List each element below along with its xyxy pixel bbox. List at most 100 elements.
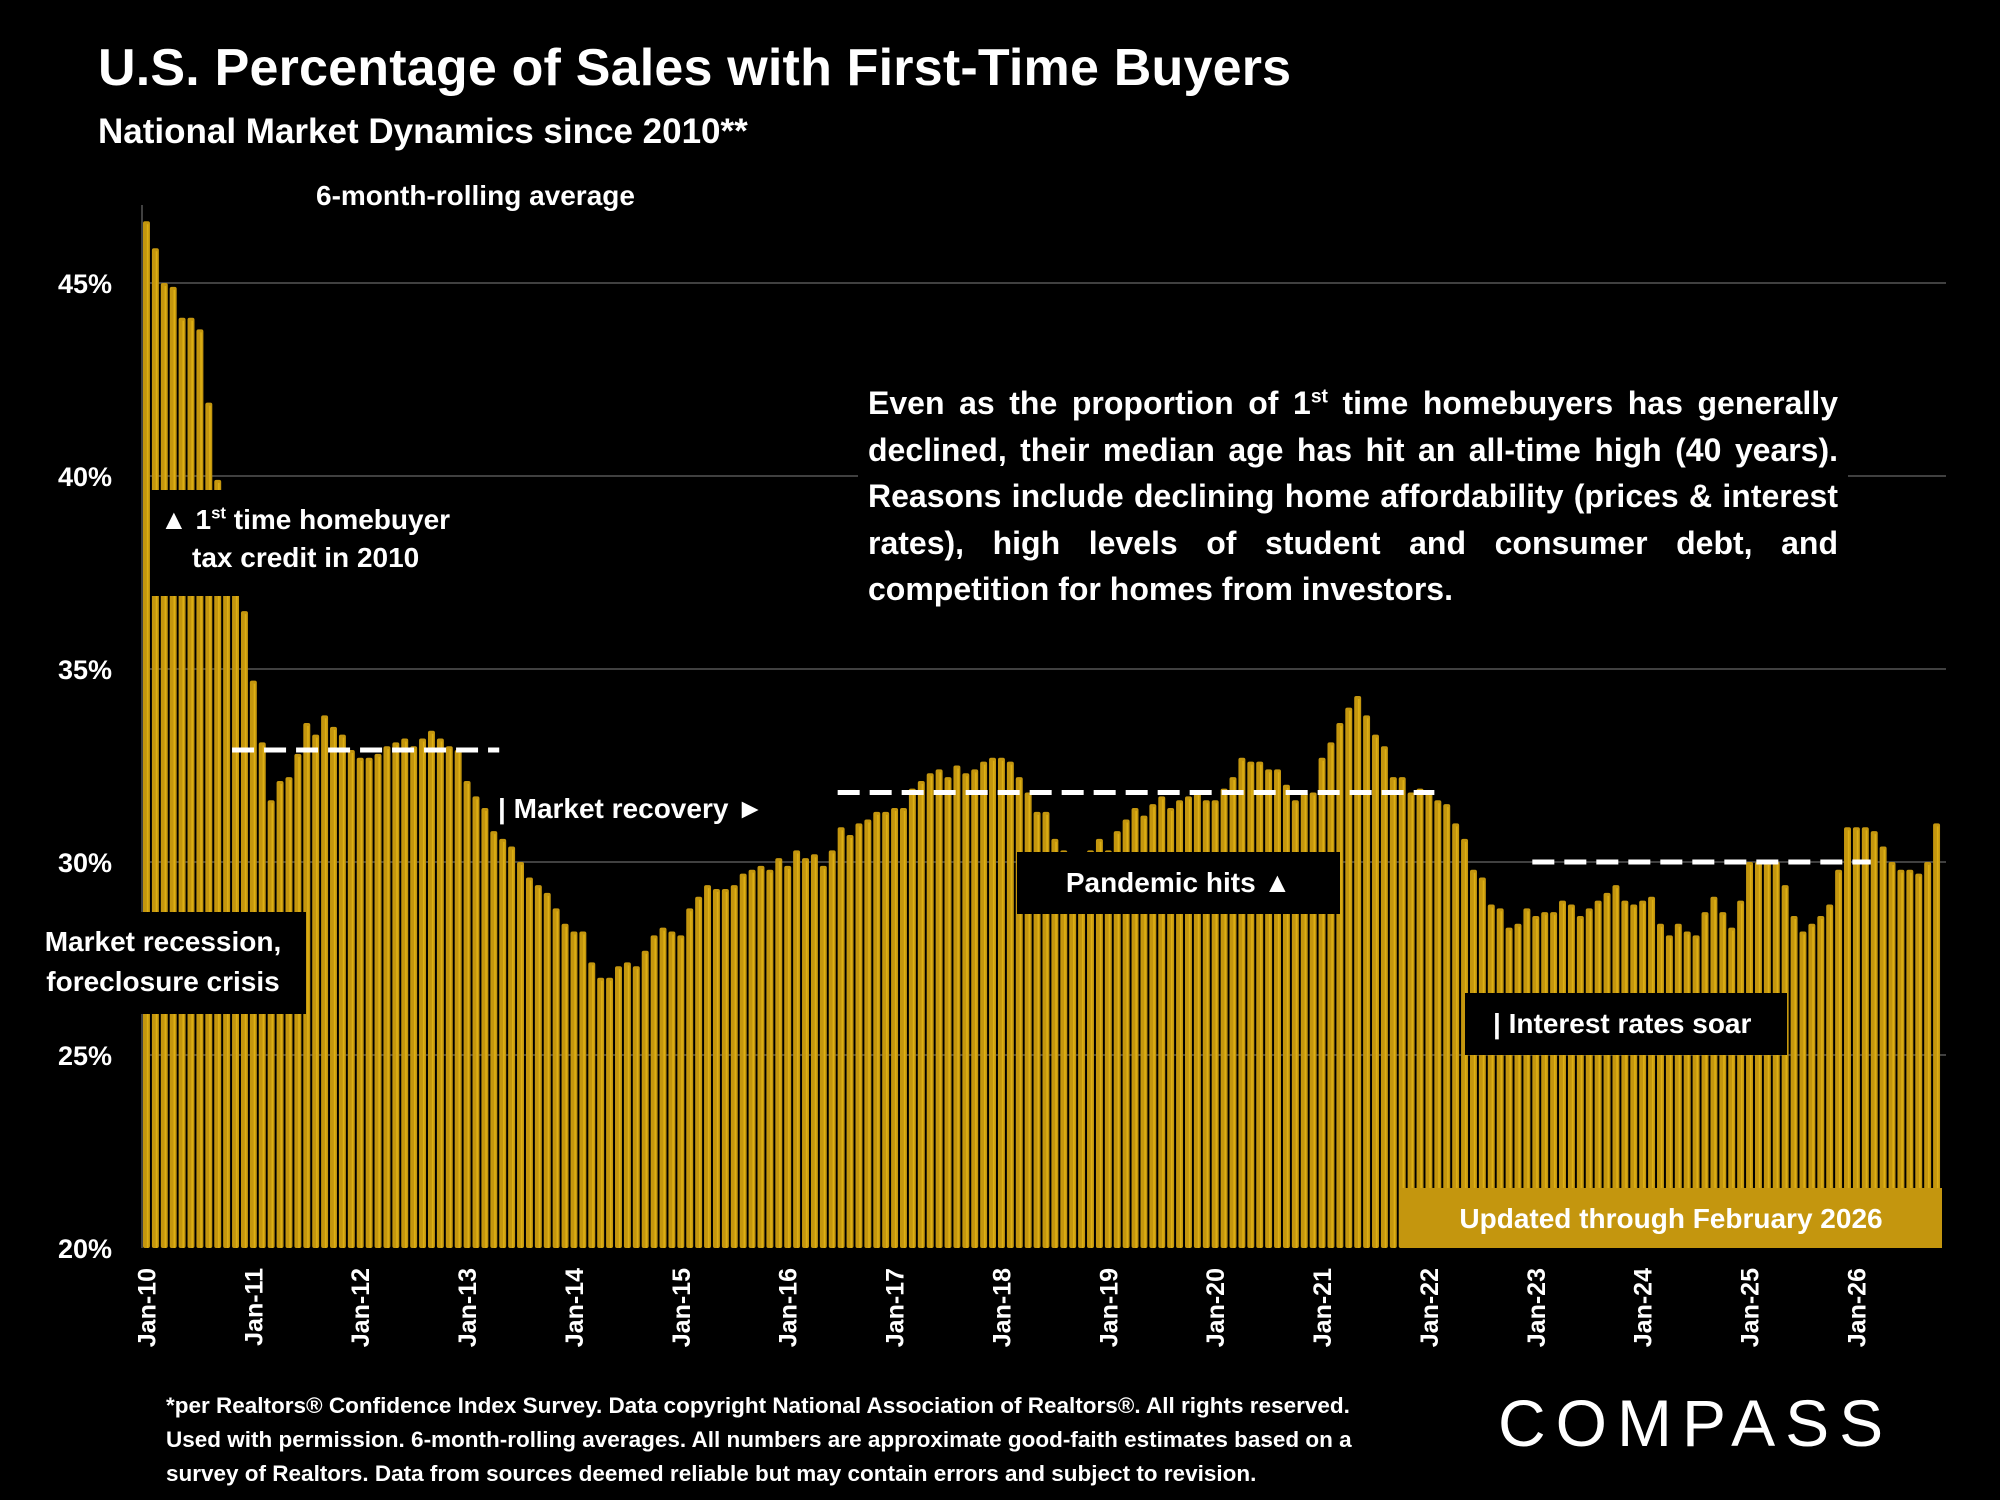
bar-highlight: [1616, 888, 1618, 1248]
bar-highlight: [1749, 865, 1752, 1248]
bar-highlight: [1304, 795, 1307, 1248]
bar-highlight: [1171, 810, 1173, 1248]
bar-highlight: [1197, 795, 1200, 1248]
bar-highlight: [218, 482, 220, 1248]
bar-highlight: [1660, 926, 1663, 1248]
bar-highlight: [1838, 872, 1841, 1248]
bar-highlight: [1732, 930, 1734, 1248]
bar-highlight: [520, 865, 523, 1248]
bar-highlight: [939, 772, 942, 1248]
bar-highlight: [779, 861, 781, 1248]
footnote-line2: Used with permission. 6-month-rolling av…: [166, 1427, 1352, 1452]
bar-highlight: [1384, 749, 1387, 1248]
bar: [846, 834, 854, 1248]
bar: [1265, 769, 1273, 1248]
bar-highlight: [1500, 911, 1503, 1248]
bar: [374, 753, 382, 1248]
bar-highlight: [316, 737, 318, 1248]
bar-highlight: [342, 737, 345, 1248]
bar: [445, 746, 453, 1248]
bar-highlight: [814, 857, 817, 1248]
bar-highlight: [636, 969, 639, 1248]
commentary-note: Even as the proportion of 1st time homeb…: [858, 380, 1848, 613]
bar: [650, 935, 658, 1248]
bar-highlight: [725, 892, 728, 1248]
bar: [356, 757, 364, 1248]
bar-highlight: [1936, 826, 1939, 1248]
bar-highlight: [654, 938, 657, 1248]
bar-highlight: [333, 729, 336, 1248]
bar: [757, 865, 765, 1248]
bar: [1434, 800, 1442, 1248]
y-tick-label: 25%: [58, 1041, 112, 1071]
bars: [143, 221, 1941, 1249]
bar-highlight: [841, 830, 844, 1248]
bar: [1354, 696, 1362, 1248]
bar-highlight: [538, 888, 541, 1248]
bar: [784, 865, 792, 1248]
y-tick-label: 45%: [58, 269, 112, 299]
bar-highlight: [1865, 830, 1868, 1248]
bar: [730, 885, 738, 1248]
bar-highlight: [645, 953, 648, 1248]
bar-highlight: [164, 286, 167, 1248]
bar: [686, 908, 694, 1248]
bar-highlight: [565, 926, 567, 1248]
bar-highlight: [1803, 934, 1805, 1248]
bar: [632, 966, 640, 1248]
bar-highlight: [957, 768, 959, 1248]
bar-highlight: [681, 938, 683, 1248]
bar-highlight: [1669, 938, 1672, 1248]
bar-highlight: [1527, 911, 1529, 1248]
bar-highlight: [1847, 830, 1850, 1248]
bar-highlight: [877, 814, 879, 1248]
bar: [196, 329, 204, 1248]
note-sup: st: [1310, 386, 1328, 408]
bar-highlight: [734, 888, 737, 1248]
bar: [267, 800, 275, 1248]
bar-highlight: [1340, 726, 1342, 1248]
bar-highlight: [903, 810, 906, 1248]
bar: [160, 283, 168, 1248]
bar-highlight: [627, 965, 630, 1248]
x-tick-label: Jan-18: [988, 1268, 1016, 1347]
bar-highlight: [396, 745, 398, 1248]
x-tick-label: Jan-12: [347, 1268, 375, 1347]
bar-highlight: [1919, 876, 1921, 1248]
bar-highlight: [663, 930, 665, 1248]
bar: [1229, 777, 1237, 1248]
bar-highlight: [494, 834, 496, 1248]
bar: [1852, 827, 1860, 1248]
bar: [659, 927, 667, 1248]
bar-highlight: [1598, 903, 1601, 1248]
bar-highlight: [351, 753, 354, 1248]
bar: [606, 977, 614, 1248]
bar: [151, 248, 159, 1248]
bar: [178, 317, 186, 1248]
bar-highlight: [850, 837, 852, 1248]
bar: [534, 885, 542, 1248]
bar-highlight: [1251, 764, 1253, 1248]
bar-highlight: [823, 868, 826, 1248]
bar: [454, 750, 462, 1248]
bar-highlight: [1856, 830, 1859, 1248]
bar: [1372, 734, 1379, 1248]
bar: [1006, 761, 1014, 1248]
bar: [472, 796, 480, 1248]
bar-highlight: [1491, 907, 1494, 1248]
bar-highlight: [1651, 899, 1654, 1248]
bar-highlight: [511, 849, 514, 1248]
chart-subtitle: National Market Dynamics since 2010**: [98, 112, 748, 151]
bar-highlight: [868, 822, 870, 1248]
bar: [989, 757, 997, 1248]
bar: [891, 807, 899, 1248]
bar-highlight: [983, 764, 986, 1248]
bar-highlight: [1447, 807, 1449, 1248]
bar-highlight: [975, 772, 977, 1248]
bar-highlight: [422, 741, 425, 1248]
bar-highlight: [1046, 814, 1048, 1248]
bar-highlight: [226, 575, 229, 1248]
x-tick-label: Jan-20: [1202, 1268, 1230, 1347]
bar-highlight: [271, 803, 274, 1248]
x-tick-label: Jan-17: [882, 1268, 910, 1347]
